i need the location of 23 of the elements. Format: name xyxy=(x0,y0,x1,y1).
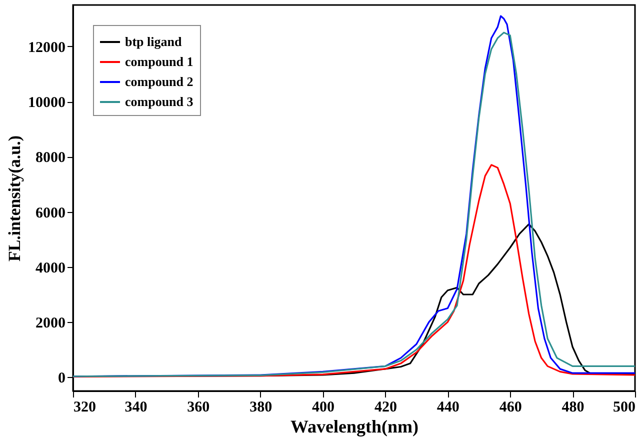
y-tick-label: 0 xyxy=(58,370,66,387)
x-tick-label: 440 xyxy=(436,400,460,416)
x-tick-label: 400 xyxy=(312,400,335,416)
x-tick-label: 380 xyxy=(250,400,272,416)
y-tick-label: 6000 xyxy=(36,205,66,222)
x-tick-label: 480 xyxy=(562,400,584,416)
legend-label: compound 3 xyxy=(125,94,194,109)
legend-label: compound 1 xyxy=(125,54,194,69)
y-tick-label: 12000 xyxy=(28,40,66,56)
x-tick-label: 500 xyxy=(613,400,636,416)
legend-label: compound 2 xyxy=(125,74,194,89)
x-tick-label: 340 xyxy=(124,400,148,416)
y-axis-title: FL.intensity(a.u.) xyxy=(5,135,24,262)
legend-label: btp ligand xyxy=(125,34,182,49)
y-tick-label: 10000 xyxy=(28,95,66,111)
y-tick-label: 8000 xyxy=(36,150,66,166)
y-tick-label: 4000 xyxy=(36,260,66,276)
x-tick-label: 320 xyxy=(74,400,96,416)
y-tick-label: 2000 xyxy=(36,316,66,332)
x-tick-label: 420 xyxy=(374,400,397,416)
x-tick-label: 360 xyxy=(187,400,210,416)
x-axis-title: Wavelength(nm) xyxy=(290,416,418,436)
x-tick-label: 460 xyxy=(499,400,522,416)
